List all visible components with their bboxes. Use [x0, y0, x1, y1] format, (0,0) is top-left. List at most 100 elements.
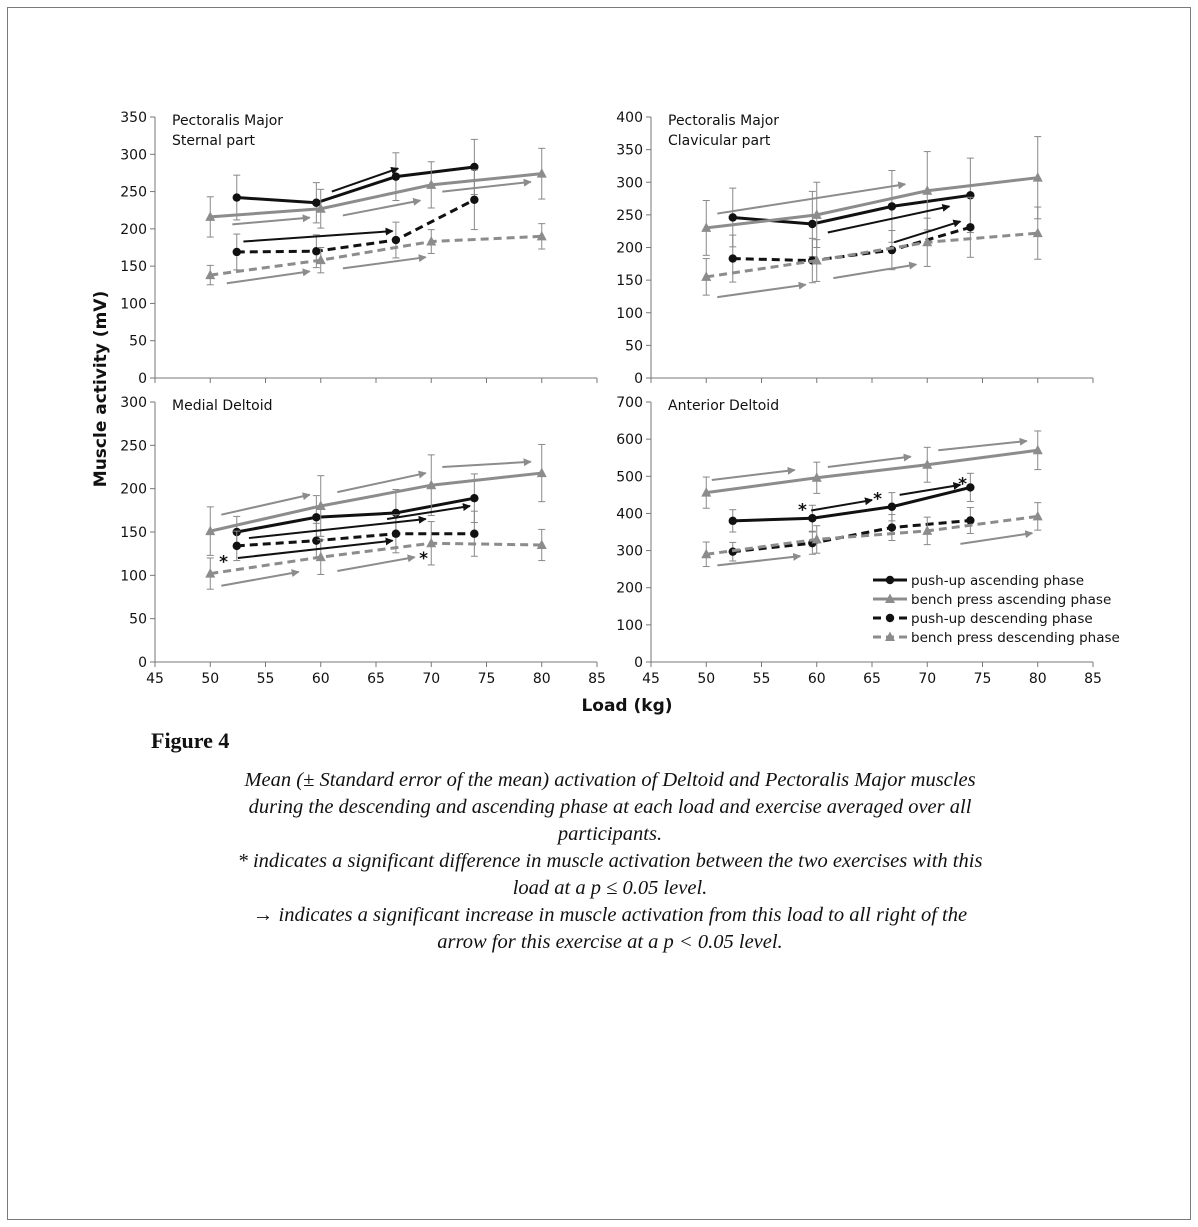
data-point [315, 203, 326, 213]
significance-arrow [711, 466, 796, 481]
x-tick-label: 75 [974, 671, 992, 687]
y-tick-label: 150 [120, 525, 147, 541]
y-tick-label: 150 [616, 273, 643, 289]
significance-arrow [221, 569, 300, 587]
data-point [205, 269, 216, 280]
legend-marker [885, 613, 895, 623]
significance-arrow [717, 181, 907, 215]
significance-arrow [342, 254, 427, 270]
data-point [232, 193, 241, 202]
data-point [728, 213, 737, 222]
data-point [701, 487, 712, 497]
y-tick-label: 200 [616, 241, 643, 257]
figure-charts: Muscle activity (mV) Load (kg) 0 50 100 150… [91, 110, 1120, 716]
y-tick-label: 300 [616, 544, 643, 560]
x-tick-label: 70 [918, 671, 936, 687]
data-point [1032, 444, 1043, 455]
figure-label: Figure 4 [151, 728, 230, 753]
chart-panel-2: 0 50 100 150 200 250 300 350 400 Pectoralis Major… [616, 110, 1094, 387]
significance-arrow [337, 554, 416, 572]
data-point [312, 198, 321, 207]
data-point [470, 162, 479, 172]
x-tick-label: 45 [146, 671, 164, 687]
x-tick-label: 65 [367, 671, 385, 687]
data-point [811, 209, 822, 219]
data-point [811, 533, 822, 544]
series-line [706, 231, 1038, 279]
significance-arrow [442, 458, 532, 468]
y-tick-label: 400 [616, 110, 643, 126]
legend-marker [885, 631, 895, 641]
significance-arrow [342, 197, 422, 217]
data-point [808, 514, 817, 523]
caption-line: participants. [557, 823, 663, 845]
series-push-up-ascending-phase [232, 138, 479, 224]
y-tick-label: 600 [616, 432, 643, 448]
series-line [236, 532, 475, 548]
significance-arrow [938, 437, 1028, 452]
y-tick-label: 150 [120, 259, 147, 275]
y-tick-label: 300 [616, 175, 643, 191]
data-point [887, 202, 897, 211]
page-frame [7, 7, 1191, 1220]
series-line [210, 234, 542, 277]
y-tick-label: 250 [120, 438, 147, 454]
y-tick-label: 200 [616, 581, 643, 597]
y-tick-label: 0 [138, 655, 147, 671]
caption-line: arrow for this exercise at a p < 0.05 le… [437, 931, 783, 953]
data-point [426, 236, 437, 246]
significance-arrow [833, 261, 918, 280]
data-point [701, 222, 712, 232]
y-tick-label: 50 [625, 338, 643, 354]
data-point [205, 211, 216, 221]
data-point [728, 254, 737, 263]
data-point [312, 513, 321, 522]
data-point [1032, 510, 1043, 521]
series-push-up-descending-phase [232, 169, 479, 271]
data-point [728, 516, 737, 526]
data-point [536, 539, 547, 549]
y-tick-label: 500 [616, 469, 643, 485]
significance-arrow [337, 470, 427, 494]
caption-line: Mean (± Standard error of the mean) acti… [244, 769, 976, 791]
y-tick-label: 100 [120, 296, 147, 312]
significance-star: * [219, 552, 228, 572]
y-tick-label: 50 [129, 612, 147, 628]
caption-line: load at a p ≤ 0.05 level. [512, 877, 708, 899]
shared-x-axis-label: Load (kg) [581, 696, 672, 716]
legend-marker [885, 593, 895, 603]
significance-arrow [960, 530, 1034, 545]
series-line [706, 448, 1038, 495]
legend-marker [885, 575, 895, 585]
y-tick-label: 400 [616, 506, 643, 522]
significance-arrow [248, 515, 427, 540]
significance-arrow [717, 552, 802, 567]
data-point [426, 479, 437, 490]
y-tick-label: 700 [616, 395, 643, 411]
data-point [312, 247, 321, 256]
data-point [966, 223, 975, 232]
x-tick-label: 60 [312, 671, 330, 687]
significance-arrow [226, 268, 311, 285]
y-tick-label: 350 [120, 110, 147, 126]
significance-arrow [893, 219, 962, 244]
y-tick-label: 100 [616, 306, 643, 322]
series-push-up-descending-phase [232, 510, 479, 562]
data-point [315, 551, 326, 562]
x-tick-label: 55 [753, 671, 771, 687]
data-point [312, 536, 321, 545]
shared-y-axis-label: Muscle activity (mV) [91, 291, 111, 487]
x-tick-label: 50 [201, 671, 219, 687]
data-point [966, 483, 975, 492]
data-point [536, 168, 547, 178]
data-point [315, 254, 326, 265]
y-tick-label: 200 [120, 222, 147, 238]
data-point [205, 568, 216, 578]
significance-arrow [243, 227, 394, 243]
series-bench-press-ascending-phase [701, 430, 1043, 509]
legend-label: bench press descending phase [911, 630, 1120, 646]
data-point [205, 525, 216, 536]
data-point [470, 494, 479, 503]
panel-title: Sternal part [172, 133, 256, 149]
legend: push-up ascending phase bench press ascen… [873, 573, 1120, 646]
